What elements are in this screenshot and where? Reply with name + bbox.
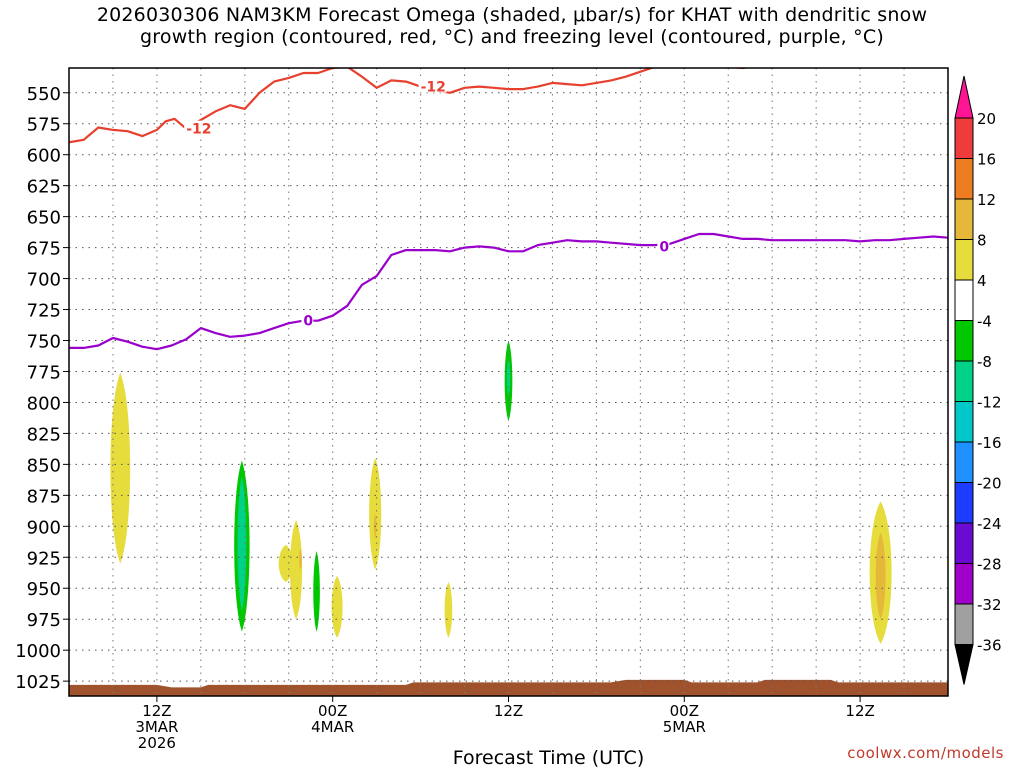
y-tick-label-0: 550 [27,84,61,105]
colorbar-bin-8 [954,441,974,483]
temperature-contours: -12 -12 0 0 [69,68,948,351]
x-axis-label: Forecast Time (UTC) [453,747,644,768]
contour-label-1-0: 0 [303,314,313,330]
contour-line-1 [69,232,948,351]
colorbar-bin-6 [954,360,974,402]
y-tick-label-11: 825 [27,424,61,445]
contour-label-bg-1-0 [301,312,314,327]
grid-lines [69,68,948,696]
y-tick-label-6: 700 [27,270,61,291]
x-tick-label-2-0: 12Z [494,702,523,720]
colorbar-label-4: 4 [977,272,987,290]
colorbar-bin-2 [954,198,974,240]
terrain-layer [69,679,948,696]
colorbar-bottom-arrow [954,644,974,685]
colorbar-label-7: -12 [977,394,1002,412]
omega-shading [110,340,892,644]
y-tick-label-1: 575 [27,115,61,136]
title-line-1: 2026030306 NAM3KM Forecast Omega (shaded… [96,4,928,26]
x-tick-label-0-1: 3MAR [135,718,178,736]
colorbar-bin-3 [954,239,974,281]
x-tick-label-4-0: 12Z [845,702,874,720]
colorbar-bin-0 [954,117,974,159]
colorbar-bin-9 [954,482,974,524]
y-tick-label-14: 900 [27,517,61,538]
y-tick-label-9: 775 [27,362,61,383]
contour-label-0-0: -12 [186,122,211,138]
y-tick-label-19: 1025 [15,672,61,693]
contour-label-bg-0-0 [184,120,213,135]
omega-region-0 [110,372,131,564]
colorbar-label-13: -36 [977,637,1002,655]
y-tick-label-16: 950 [27,579,61,600]
contour-label-bg-0-1 [418,78,447,93]
colorbar-label-8: -16 [977,434,1002,452]
colorbar-label-2: 12 [977,191,996,209]
colorbar-label-10: -24 [977,515,1002,533]
colorbar-bin-1 [954,158,974,200]
contour-label-bg-1-1 [657,238,670,253]
colorbar-bin-10 [954,522,974,564]
colorbar-bin-5 [954,320,974,362]
terrain-fill [69,679,948,696]
y-tick-label-10: 800 [27,393,61,414]
colorbar-label-1: 16 [977,151,996,169]
colorbar-top-arrow [954,75,974,119]
y-tick-label-5: 675 [27,239,61,260]
omega-region-4 [278,544,293,583]
colorbar-label-11: -28 [977,556,1002,574]
colorbar-label-0: 20 [977,110,996,128]
y-tick-label-3: 625 [27,177,61,198]
contour-label-0-1: -12 [421,80,446,96]
watermark-text: coolwx.com/models [847,744,1004,762]
omega-region-2 [237,476,247,611]
y-tick-label-8: 750 [27,332,61,353]
x-tick-label-1-0: 00Z [318,702,347,720]
y-tick-label-15: 925 [27,548,61,569]
colorbar-bin-12 [954,603,974,645]
omega-region-12 [444,582,453,638]
y-tick-label-12: 850 [27,455,61,476]
colorbar-label-9: -20 [977,475,1002,493]
colorbar-label-6: -8 [977,353,992,371]
omega-region-14 [875,532,886,620]
omega-region-7 [331,575,343,638]
chart-title: 2026030306 NAM3KM Forecast Omega (shaded… [0,4,1024,48]
omega-region-5 [299,548,302,570]
omega-region-3 [290,520,303,620]
omega-region-6 [313,551,320,632]
y-tick-label-4: 650 [27,208,61,229]
colorbar: 20 16 12 8 4 -4 -8 -12 -16 -20 -24 -28 -32 -36 [954,75,1002,685]
x-tick-label-3-0: 00Z [670,702,699,720]
title-line-2: growth region (contoured, red, °C) and f… [140,26,884,48]
colorbar-label-3: 8 [977,232,987,250]
omega-region-11 [506,359,511,397]
x-tick-label-0-0: 12Z [142,702,171,720]
colorbar-bin-7 [954,401,974,443]
x-tick-label-0-2: 2026 [138,734,176,752]
y-tick-label-18: 1000 [15,641,61,662]
y-tick-label-2: 600 [27,146,61,167]
colorbar-label-5: -4 [977,313,992,331]
y-tick-label-17: 975 [27,610,61,631]
colorbar-bin-4 [954,279,974,321]
y-tick-label-13: 875 [27,486,61,507]
colorbar-label-12: -32 [977,596,1002,614]
x-tick-label-1-1: 4MAR [311,718,354,736]
y-tick-label-7: 725 [27,301,61,322]
contour-label-1-1: 0 [659,239,669,255]
y-axis-ticks: 550 575 600 625 650 675 700 725 750 775 800 825 850 8… [15,84,69,693]
colorbar-bin-11 [954,563,974,605]
x-tick-label-3-1: 5MAR [663,718,706,736]
